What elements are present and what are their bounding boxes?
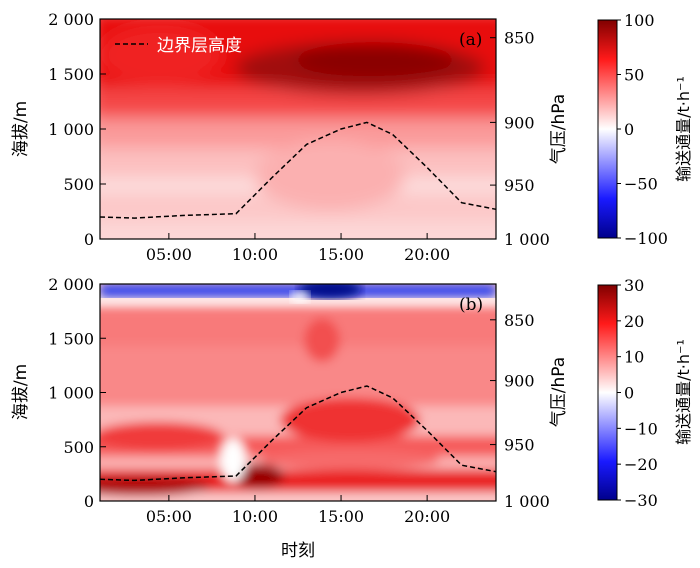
y2-axis-label-b: 气压/hPa	[549, 357, 569, 427]
y2-tick-label-a: 850	[504, 29, 535, 48]
y-tick-label-a: 0	[84, 230, 94, 249]
colorbar-tick-label-b: −20	[624, 455, 658, 474]
colorbar-tick-label-a: 50	[624, 66, 644, 85]
colorbar-a: −100 −50 0 50 100 输送通量/t·h⁻¹	[597, 11, 693, 248]
y2-tick-label-a: 900	[504, 113, 535, 132]
x-tick-label-b: 05:00	[146, 507, 192, 526]
colorbar-tick-label-a: 100	[624, 11, 655, 30]
panel-label-b: (b)	[459, 295, 483, 315]
legend: 边界层高度	[115, 36, 242, 56]
x-axis-label: 时刻	[281, 541, 315, 561]
x-tick-label-a: 20:00	[404, 245, 450, 264]
y-tick-label-b: 1 000	[48, 384, 94, 403]
legend-label: 边界层高度	[157, 36, 242, 56]
heatmap-a	[100, 19, 496, 239]
colorbar-label-a: 输送通量/t·h⁻¹	[674, 76, 693, 182]
y-tick-label-a: 500	[63, 175, 94, 194]
y2-tick-label-b: 850	[504, 311, 535, 330]
y2-tick-label-b: 950	[504, 436, 535, 455]
heatmap-b	[100, 284, 496, 501]
x-tick-label-b: 20:00	[404, 507, 450, 526]
x-tick-label-b: 15:00	[318, 507, 364, 526]
y-axis-label-b: 海拔/m	[11, 364, 31, 420]
x-tick-label-a: 10:00	[232, 245, 278, 264]
y2-tick-label-a: 1 000	[504, 230, 550, 249]
y2-tick-label-b: 900	[504, 372, 535, 391]
y-axis-label-a: 海拔/m	[11, 101, 31, 157]
colorbar-tick-label-b: −30	[624, 491, 658, 510]
y2-tick-label-a: 950	[504, 176, 535, 195]
x-tick-label-a: 15:00	[318, 245, 364, 264]
panel-label-a: (a)	[459, 30, 482, 50]
colorbar-label-b: 输送通量/t·h⁻¹	[674, 339, 693, 445]
colorbar-tick-label-b: 30	[624, 276, 644, 295]
y-tick-label-b: 0	[84, 492, 94, 511]
panel-b: 05:00 10:00 15:00 20:00 0 500 1 000 1 500 2 000 8…	[11, 275, 693, 561]
y-tick-label-b: 2 000	[48, 275, 94, 294]
y-tick-label-b: 500	[63, 438, 94, 457]
colorbar-tick-label-a: 0	[624, 120, 634, 139]
y-tick-label-a: 2 000	[48, 10, 94, 29]
colorbar-b: −30 −20 −10 0 10 20 30 输送通量/t·h⁻¹	[597, 276, 693, 510]
colorbar-tick-label-b: −10	[624, 419, 658, 438]
colorbar-tick-label-b: 20	[624, 312, 644, 331]
y2-tick-label-b: 1 000	[504, 492, 550, 511]
y-tick-label-a: 1 500	[48, 65, 94, 84]
colorbar-tick-label-a: −100	[624, 229, 668, 248]
colorbar-tick-label-b: 0	[624, 384, 634, 403]
y-tick-label-a: 1 000	[48, 120, 94, 139]
colorbar-tick-label-b: 10	[624, 348, 644, 367]
colorbar-tick-label-a: −50	[624, 175, 658, 194]
y2-axis-label-a: 气压/hPa	[549, 94, 569, 164]
x-tick-label-b: 10:00	[232, 507, 278, 526]
y-tick-label-b: 1 500	[48, 329, 94, 348]
x-tick-label-a: 05:00	[146, 245, 192, 264]
